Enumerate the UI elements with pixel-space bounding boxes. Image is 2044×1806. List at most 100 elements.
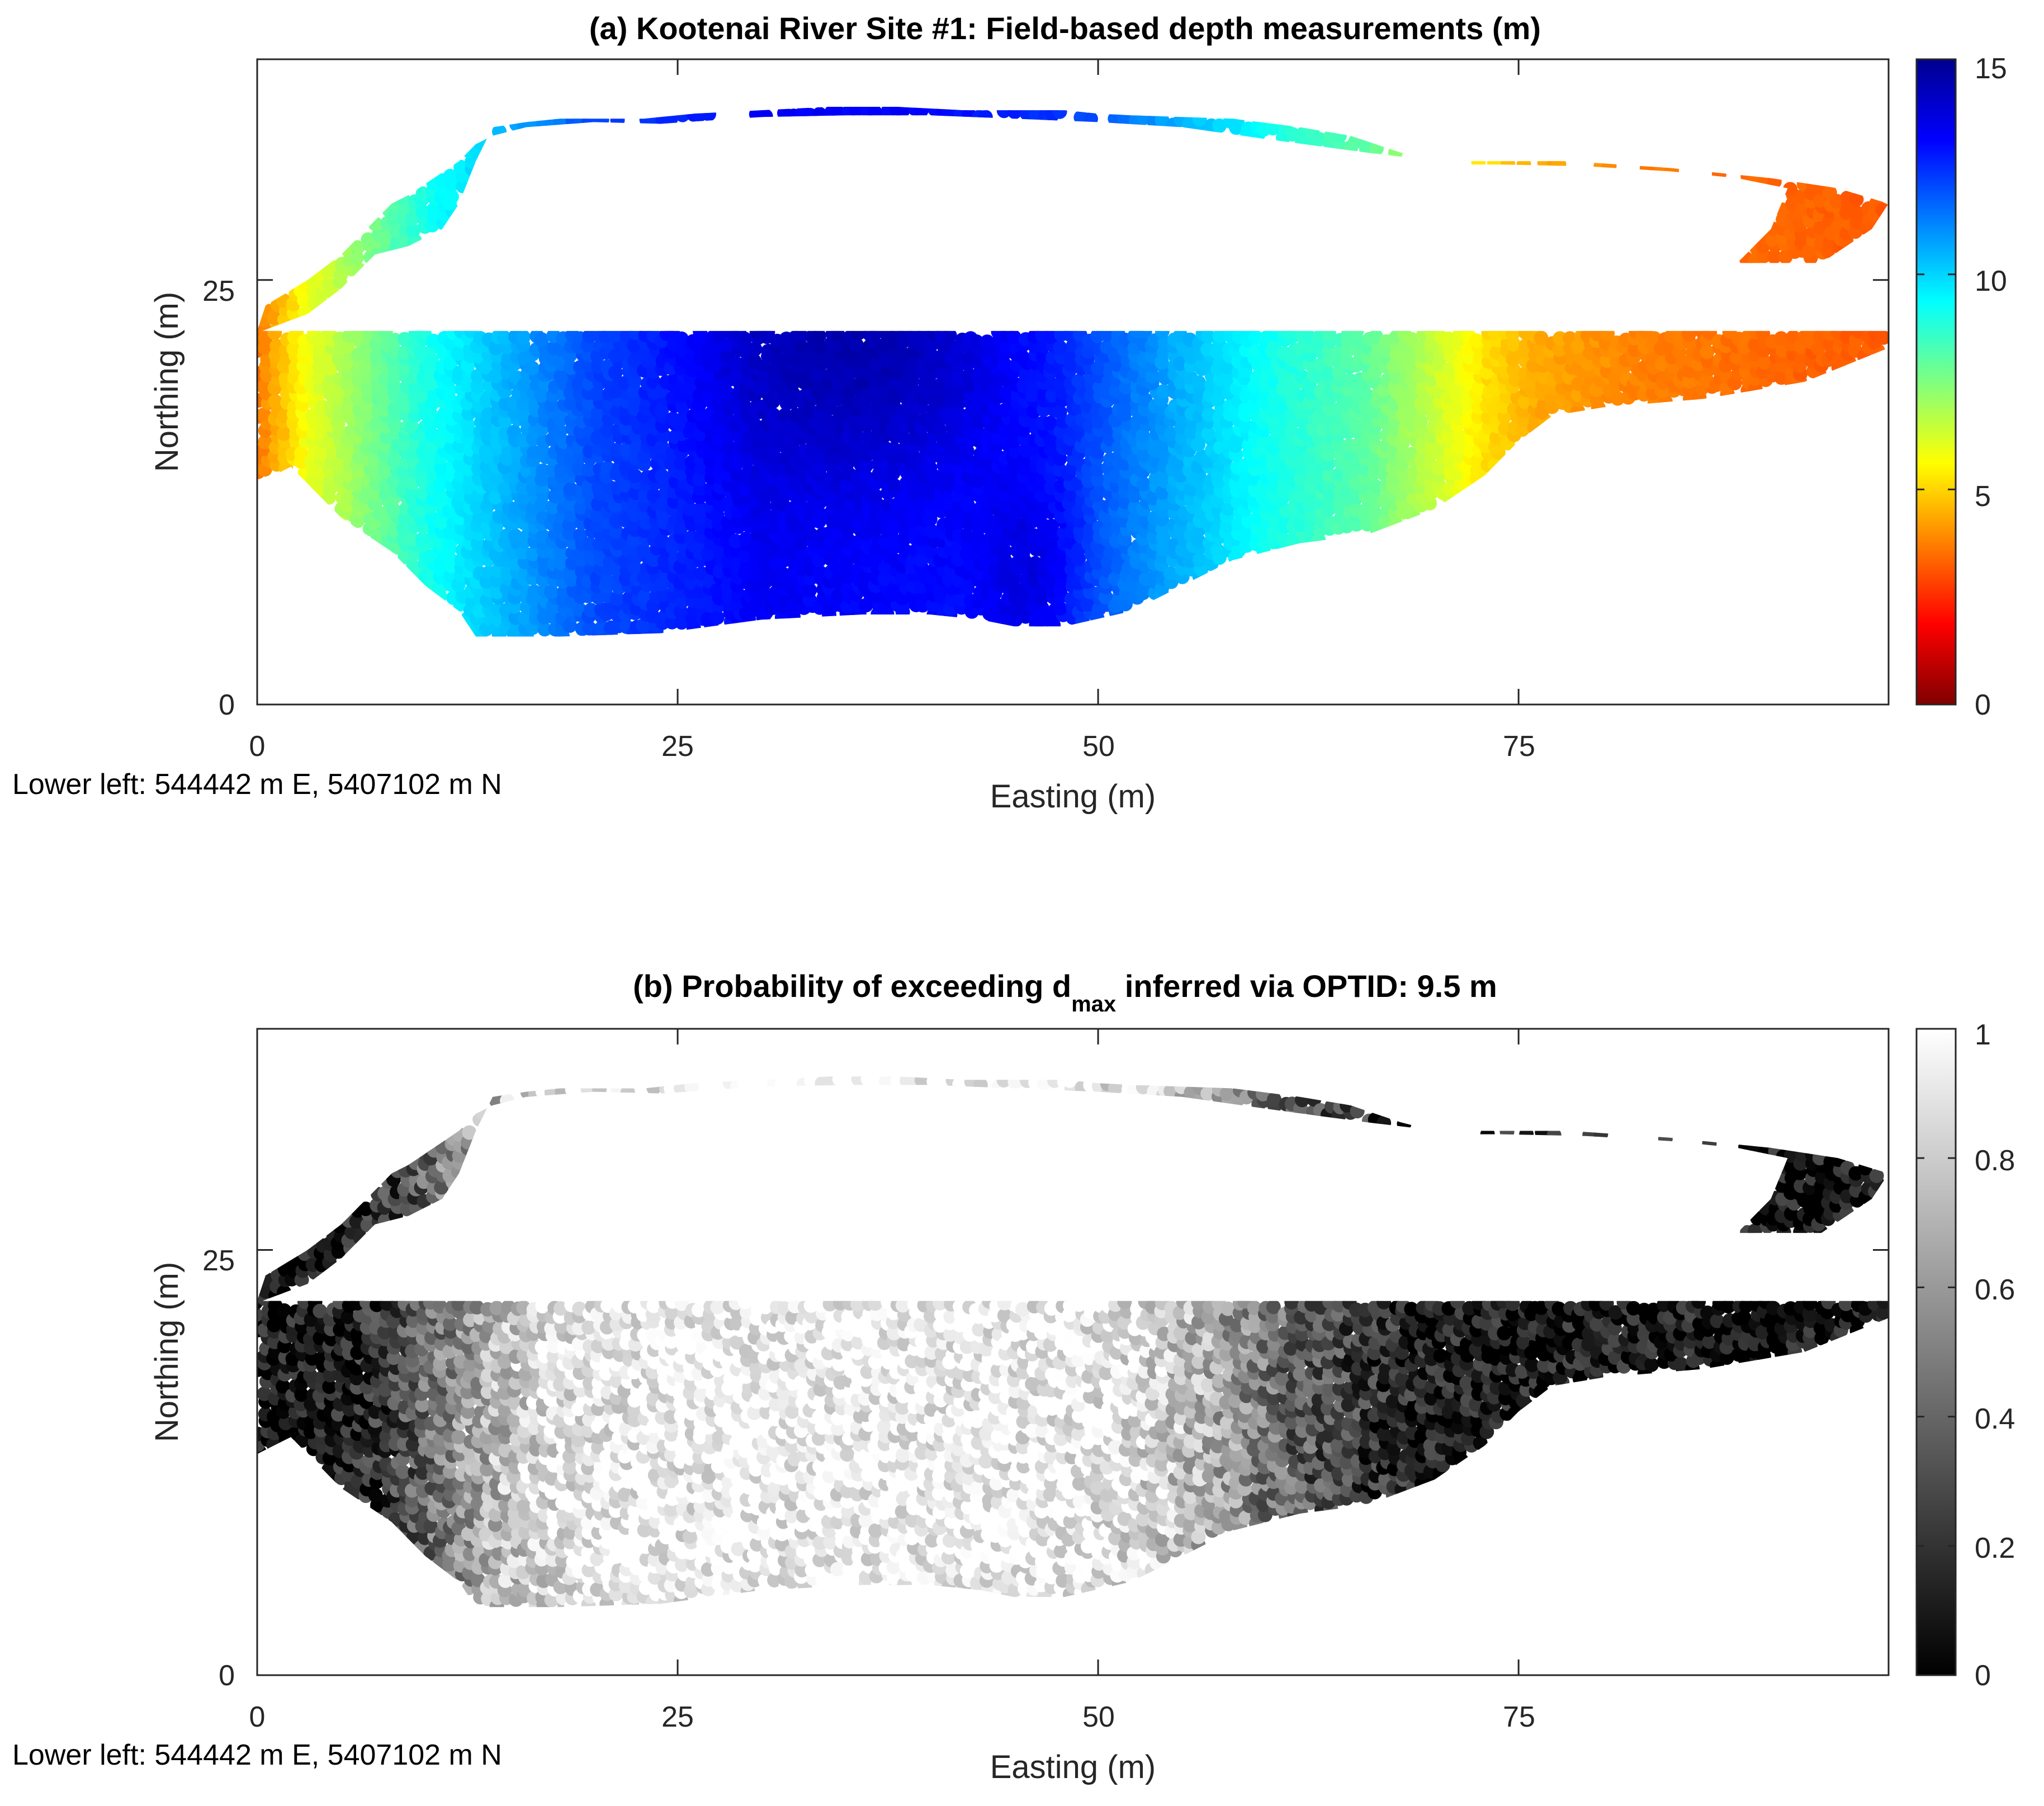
depth-point <box>988 562 1003 577</box>
depth-point <box>609 524 624 540</box>
depth-point <box>387 454 402 469</box>
depth-point <box>537 622 552 637</box>
depth-point <box>600 423 616 438</box>
depth-point <box>812 565 827 580</box>
depth-point <box>534 332 549 347</box>
depth-point <box>712 329 727 344</box>
depth-point <box>444 189 459 204</box>
panel-b: (b) Probability of exceeding dmax inferr… <box>12 968 2015 1785</box>
depth-point <box>655 469 670 484</box>
depth-point <box>350 513 365 528</box>
depth-point <box>654 439 669 455</box>
depth-point <box>258 434 273 450</box>
panel-a-colorbar-gradient <box>1915 58 1957 706</box>
panel-a-cbar-tick-10: 10 <box>1975 265 2007 297</box>
depth-point <box>497 330 512 345</box>
depth-point <box>914 552 929 568</box>
depth-point <box>886 441 901 456</box>
depth-point <box>757 380 772 395</box>
depth-point <box>646 552 661 567</box>
depth-point <box>868 488 883 503</box>
depth-point <box>849 338 864 353</box>
depth-point <box>1413 414 1428 429</box>
depth-point <box>424 352 439 367</box>
depth-point <box>887 478 902 493</box>
depth-point <box>932 422 947 437</box>
depth-point <box>970 473 985 488</box>
depth-point <box>1700 344 1715 360</box>
depth-point <box>879 411 894 426</box>
depth-point <box>802 583 817 598</box>
depth-point <box>1191 375 1206 390</box>
panel-b-title-subscript: max <box>1071 992 1116 1017</box>
depth-point <box>359 361 373 376</box>
panel-a-xtick-75: 75 <box>1503 730 1535 763</box>
depth-point <box>479 360 494 375</box>
depth-point <box>922 460 938 475</box>
depth-point <box>710 396 725 411</box>
depth-point <box>758 529 773 545</box>
depth-point <box>1469 333 1484 348</box>
depth-point <box>627 469 642 484</box>
depth-point <box>802 593 817 608</box>
depth-point <box>1071 374 1086 389</box>
depth-point <box>997 543 1012 559</box>
depth-point <box>969 400 985 415</box>
depth-point <box>572 528 588 543</box>
depth-point <box>895 429 910 444</box>
depth-point <box>433 488 448 503</box>
depth-point <box>747 418 763 433</box>
depth-point <box>859 458 874 473</box>
depth-point <box>453 159 469 174</box>
depth-point <box>896 571 911 586</box>
panel-a-lower-left-note: Lower left: 544442 m E, 5407102 m N <box>12 768 502 801</box>
depth-point <box>1052 405 1067 420</box>
depth-point <box>674 466 689 481</box>
depth-point <box>813 367 828 381</box>
depth-point <box>584 603 598 618</box>
depth-point <box>387 379 401 394</box>
depth-point <box>276 426 291 441</box>
depth-point <box>959 443 974 458</box>
depth-point <box>637 589 652 604</box>
depth-point <box>470 368 485 384</box>
depth-point <box>942 328 957 343</box>
depth-point <box>720 385 735 400</box>
depth-point <box>702 368 717 384</box>
probability-point <box>257 1307 263 1322</box>
depth-point <box>257 407 272 422</box>
depth-point <box>793 498 808 513</box>
depth-point <box>950 405 966 420</box>
depth-point <box>488 368 503 384</box>
panel-a-title: (a) Kootenai River Site #1: Field-based … <box>589 11 1541 46</box>
depth-point <box>989 533 1004 548</box>
depth-point <box>526 546 541 561</box>
depth-point <box>544 584 559 599</box>
depth-point <box>987 401 1002 417</box>
depth-point <box>776 567 791 582</box>
depth-point <box>617 477 632 493</box>
depth-point <box>488 341 503 356</box>
depth-point <box>849 107 864 117</box>
depth-point <box>959 528 974 543</box>
depth-point <box>415 532 430 547</box>
depth-point <box>673 520 688 535</box>
depth-point <box>497 481 512 497</box>
depth-point <box>553 368 569 384</box>
depth-point <box>839 478 854 493</box>
depth-point <box>673 604 688 620</box>
depth-point <box>922 376 938 391</box>
depth-point <box>683 502 698 517</box>
depth-point <box>294 446 309 461</box>
depth-point <box>831 573 846 588</box>
depth-point <box>554 546 569 561</box>
depth-point <box>961 379 976 394</box>
depth-point <box>516 329 531 344</box>
panel-a-xlabel: Easting (m) <box>990 778 1156 815</box>
depth-point <box>709 610 725 625</box>
depth-point <box>405 531 420 546</box>
depth-point <box>654 403 669 418</box>
panel-a-colorbar: 0 5 10 15 <box>1915 53 2007 721</box>
panel-a-xtick-50: 50 <box>1082 730 1115 763</box>
